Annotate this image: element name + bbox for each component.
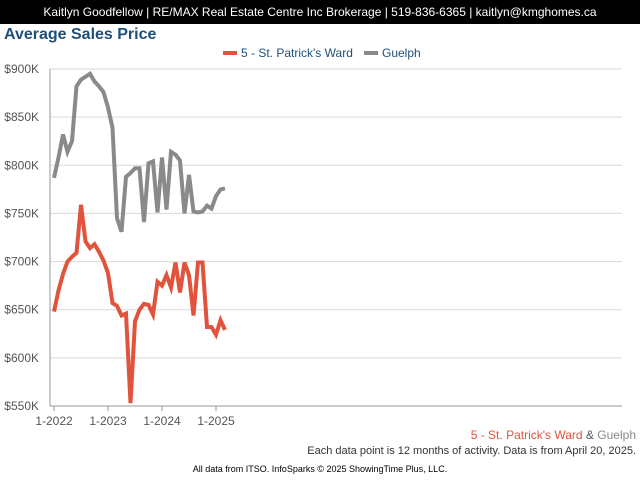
bottom-legend: 5 - St. Patrick's Ward & Guelph — [471, 428, 636, 442]
bottom-legend-amp: & — [585, 428, 594, 442]
legend-label-guelph: Guelph — [382, 46, 421, 60]
chart-title: Average Sales Price — [4, 26, 157, 43]
y-tick-label: $850K — [4, 110, 39, 124]
bottom-legend-series1: 5 - St. Patrick's Ward — [470, 428, 583, 442]
footer-credit: All data from ITSO. InfoSparks © 2025 Sh… — [192, 464, 448, 474]
x-tick-label: 1-2022 — [35, 414, 73, 428]
data-note: Each data point is 12 months of activity… — [307, 445, 636, 457]
y-tick-label: $700K — [4, 255, 39, 269]
x-tick-label: 1-2025 — [197, 414, 235, 428]
contact-bar: Kaitlyn Goodfellow | RE/MAX Real Estate … — [0, 0, 640, 24]
legend: 5 - St. Patrick's Ward Guelph — [223, 46, 421, 60]
y-tick-label: $750K — [4, 206, 39, 220]
y-tick-label: $600K — [4, 351, 39, 365]
legend-label-st-patricks-ward: 5 - St. Patrick's Ward — [241, 46, 353, 60]
y-tick-label: $650K — [4, 303, 39, 317]
y-tick-label: $550K — [4, 399, 39, 413]
series-line-guelph — [52, 70, 226, 233]
y-tick-label: $900K — [4, 62, 39, 76]
bottom-legend-series2: Guelph — [597, 428, 636, 442]
x-tick-label: 1-2024 — [143, 414, 181, 428]
y-tick-label: $800K — [4, 158, 39, 172]
x-tick-label: 1-2023 — [89, 414, 127, 428]
series-line-st-patricks-ward — [52, 204, 227, 404]
